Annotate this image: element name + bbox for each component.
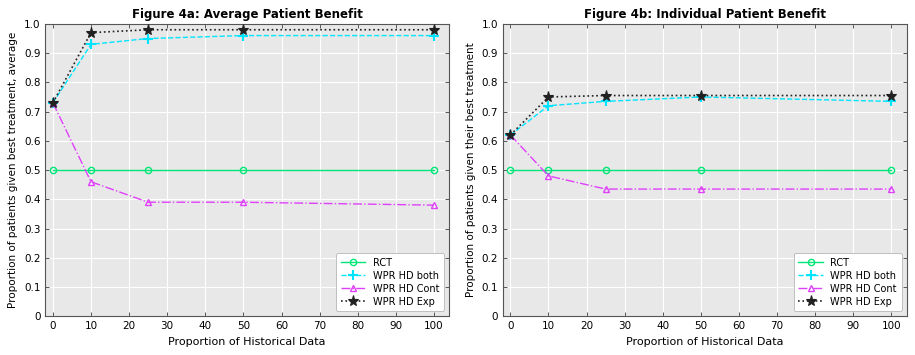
Title: Figure 4b: Individual Patient Benefit: Figure 4b: Individual Patient Benefit	[584, 8, 825, 21]
Line: RCT: RCT	[49, 167, 437, 173]
Line: WPR HD Cont: WPR HD Cont	[49, 99, 437, 209]
Y-axis label: Proportion of patients given their best treatment: Proportion of patients given their best …	[466, 43, 476, 297]
RCT	[85, 168, 96, 172]
WPR HD both	[886, 99, 897, 104]
WPR HD both	[600, 99, 611, 104]
WPR HD Cont	[886, 187, 897, 191]
WPR HD both	[543, 104, 554, 108]
WPR HD Exp	[886, 93, 897, 98]
RCT	[886, 168, 897, 172]
Title: Figure 4a: Average Patient Benefit: Figure 4a: Average Patient Benefit	[132, 8, 362, 21]
Legend: RCT, WPR HD both, WPR HD Cont, WPR HD Exp: RCT, WPR HD both, WPR HD Cont, WPR HD Ex…	[793, 253, 902, 311]
WPR HD Exp	[695, 93, 706, 98]
RCT	[543, 168, 554, 172]
RCT	[505, 168, 516, 172]
RCT	[143, 168, 154, 172]
Y-axis label: Proportion of patients given best treatment, average: Proportion of patients given best treatm…	[8, 32, 18, 308]
WPR HD Exp	[143, 28, 154, 32]
RCT	[48, 168, 59, 172]
Line: WPR HD Exp: WPR HD Exp	[505, 90, 897, 141]
WPR HD Exp	[428, 28, 439, 32]
RCT	[695, 168, 706, 172]
RCT	[428, 168, 439, 172]
WPR HD both	[428, 33, 439, 38]
WPR HD Cont	[85, 180, 96, 184]
Line: RCT: RCT	[507, 167, 895, 173]
X-axis label: Proportion of Historical Data: Proportion of Historical Data	[168, 337, 326, 347]
Line: WPR HD Cont: WPR HD Cont	[507, 131, 895, 192]
WPR HD Cont	[543, 174, 554, 178]
RCT	[600, 168, 611, 172]
Line: WPR HD Exp: WPR HD Exp	[48, 24, 439, 108]
WPR HD both	[48, 101, 59, 105]
WPR HD both	[238, 33, 249, 38]
WPR HD Exp	[505, 133, 516, 137]
RCT	[238, 168, 249, 172]
X-axis label: Proportion of Historical Data: Proportion of Historical Data	[626, 337, 783, 347]
WPR HD both	[85, 42, 96, 47]
Line: WPR HD both: WPR HD both	[48, 31, 439, 108]
WPR HD both	[695, 95, 706, 99]
Line: WPR HD both: WPR HD both	[505, 92, 897, 140]
WPR HD Exp	[48, 101, 59, 105]
WPR HD Cont	[143, 200, 154, 204]
WPR HD Exp	[85, 31, 96, 35]
WPR HD Cont	[695, 187, 706, 191]
WPR HD Cont	[428, 203, 439, 207]
WPR HD Exp	[543, 95, 554, 99]
WPR HD both	[143, 36, 154, 40]
WPR HD Exp	[600, 93, 611, 98]
WPR HD Exp	[238, 28, 249, 32]
WPR HD both	[505, 133, 516, 137]
WPR HD Cont	[600, 187, 611, 191]
WPR HD Cont	[48, 101, 59, 105]
WPR HD Cont	[238, 200, 249, 204]
WPR HD Cont	[505, 133, 516, 137]
Legend: RCT, WPR HD both, WPR HD Cont, WPR HD Exp: RCT, WPR HD both, WPR HD Cont, WPR HD Ex…	[336, 253, 445, 311]
